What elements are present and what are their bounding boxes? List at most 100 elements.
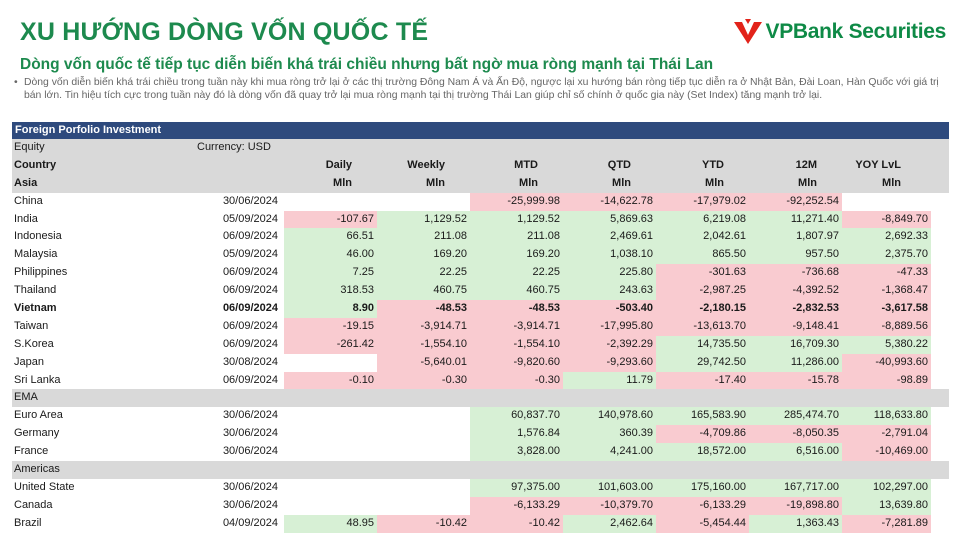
value-cell-mtd: 3,828.00 [470, 443, 563, 462]
value-cell-weekly [377, 425, 470, 444]
date-cell: 06/09/2024 [222, 302, 278, 315]
unit-label: Mln [333, 176, 352, 189]
value-cell-yoy-lvl: 102,297.00 [842, 478, 931, 497]
table-row: Sri Lanka 06/09/2024 -0.10 -0.30 -0.30 11.79-… [12, 371, 949, 390]
value-cell-daily: 66.51 [284, 228, 377, 247]
value-cell-mtd: 460.75 [470, 282, 563, 301]
date-cell: 30/06/2024 [222, 445, 278, 458]
value-cell-qtd: 243.63 [563, 282, 656, 301]
value-cell-qtd: -10,379.70 [563, 496, 656, 515]
value-cell-ytd: 6,219.08 [656, 210, 749, 229]
country-cell: France [14, 445, 49, 458]
value-cell-mtd: -0.30 [470, 371, 563, 390]
value-cell-weekly: -0.30 [377, 371, 470, 390]
value-cell-weekly: -3,914.71 [377, 317, 470, 336]
value-cell-qtd: -17,995.80 [563, 317, 656, 336]
value-cell-12m: -19,898.80 [749, 496, 842, 515]
value-cell-mtd: -6,133.29 [470, 496, 563, 515]
table-row: China 30/06/2024 -25,999.98 -14,622.78 -17,9… [12, 192, 949, 211]
table-row: Germany 30/06/2024 1,576.84 360.39 -4,709.86… [12, 425, 949, 444]
summary-text: Dòng vốn diễn biến khá trái chiều trong … [24, 77, 939, 101]
value-cell-12m: 957.50 [749, 246, 842, 265]
table-row: Euro Area 30/06/2024 60,837.70 140,978.60 16… [12, 407, 949, 426]
value-cell-12m: 167,717.00 [749, 478, 842, 497]
table-row: Brazil 04/09/2024 48.95 -10.42 -10.42 2,462.6… [12, 514, 949, 533]
unit-label: Mln [705, 176, 724, 189]
value-cell-qtd: 2,469.61 [563, 228, 656, 247]
country-cell: China [14, 194, 43, 207]
value-cell-qtd: -503.40 [563, 300, 656, 318]
value-cell-mtd: 169.20 [470, 246, 563, 265]
value-cell-mtd: 1,129.52 [470, 210, 563, 229]
value-cell-12m: -736.68 [749, 264, 842, 283]
value-cell-daily [284, 192, 377, 211]
value-cell-yoy-lvl: -8,849.70 [842, 210, 931, 229]
value-cell-qtd: 11.79 [563, 371, 656, 390]
value-cell-yoy-lvl: -1,368.47 [842, 282, 931, 301]
value-cell-daily [284, 443, 377, 462]
value-cell-ytd: -17,979.02 [656, 192, 749, 211]
country-cell: Philippines [14, 266, 68, 279]
unit-date-spacer [132, 175, 284, 193]
value-cell-mtd: -3,914.71 [470, 317, 563, 336]
value-cell-weekly [377, 192, 470, 211]
table-title: Foreign Porfolio Investment [15, 124, 162, 136]
section-label: Americas [14, 463, 60, 476]
value-cell-yoy-lvl: 13,639.80 [842, 496, 931, 515]
value-cell-daily [284, 353, 377, 372]
table-row: Malaysia 05/09/2024 46.00 169.20 169.20 1,038… [12, 246, 949, 265]
vpbank-logo-icon [733, 19, 762, 44]
date-cell: 06/09/2024 [222, 266, 278, 279]
date-cell: 30/06/2024 [222, 427, 278, 440]
value-cell-weekly [377, 478, 470, 497]
report-header: XU HƯỚNG DÒNG VỐN QUỐC TẾ VPBank Securit… [12, 8, 952, 52]
value-cell-daily: 318.53 [284, 282, 377, 301]
value-cell-weekly: -5,640.01 [377, 353, 470, 372]
date-cell: 05/09/2024 [222, 212, 278, 225]
date-cell: 30/06/2024 [222, 498, 278, 511]
equity-label: Equity [14, 141, 45, 153]
column-header: QTD [607, 158, 631, 171]
unit-label: Mln [612, 176, 631, 189]
value-cell-yoy-lvl: 2,375.70 [842, 246, 931, 265]
country-cell: Sri Lanka [14, 373, 61, 386]
value-cell-ytd: 14,735.50 [656, 335, 749, 354]
value-cell-ytd: 865.50 [656, 246, 749, 265]
date-cell: 30/06/2024 [222, 409, 278, 422]
value-cell-weekly: 1,129.52 [377, 210, 470, 229]
value-cell-12m: 6,516.00 [749, 443, 842, 462]
value-cell-daily: 46.00 [284, 246, 377, 265]
value-cell-12m: -15.78 [749, 371, 842, 390]
value-cell-qtd: -14,622.78 [563, 192, 656, 211]
value-cell-12m: -4,392.52 [749, 282, 842, 301]
value-cell-mtd: -48.53 [470, 300, 563, 318]
value-cell-yoy-lvl: 5,380.22 [842, 335, 931, 354]
column-header: MTD [514, 158, 538, 171]
value-cell-ytd: -2,987.25 [656, 282, 749, 301]
value-cell-yoy-lvl: -40,993.60 [842, 353, 931, 372]
value-cell-12m: 1,807.97 [749, 228, 842, 247]
country-cell: India [14, 212, 38, 225]
value-cell-qtd: 4,241.00 [563, 443, 656, 462]
value-cell-12m: -9,148.41 [749, 317, 842, 336]
value-cell-12m: 16,709.30 [749, 335, 842, 354]
value-cell-yoy-lvl: 2,692.33 [842, 228, 931, 247]
date-cell: 30/08/2024 [222, 355, 278, 368]
value-cell-yoy-lvl: 118,633.80 [842, 407, 931, 426]
value-cell-daily: -0.10 [284, 371, 377, 390]
value-cell-daily: 48.95 [284, 514, 377, 533]
value-cell-12m: 285,474.70 [749, 407, 842, 426]
date-cell: 06/09/2024 [222, 284, 278, 297]
value-cell-qtd: 360.39 [563, 425, 656, 444]
value-cell-mtd: -1,554.10 [470, 335, 563, 354]
country-header: Country [14, 158, 57, 171]
value-cell-mtd: 60,837.70 [470, 407, 563, 426]
value-cell-mtd: -9,820.60 [470, 353, 563, 372]
table-row: Thailand 06/09/2024 318.53 460.75 460.75 243.… [12, 282, 949, 301]
value-cell-daily [284, 407, 377, 426]
unit-label: Mln [519, 176, 538, 189]
page-subtitle: Dòng vốn quốc tế tiếp tục diễn biến khá … [20, 56, 714, 73]
value-cell-yoy-lvl: -7,281.89 [842, 514, 931, 533]
country-cell: Vietnam [14, 302, 57, 315]
value-cell-yoy-lvl: -2,791.04 [842, 425, 931, 444]
